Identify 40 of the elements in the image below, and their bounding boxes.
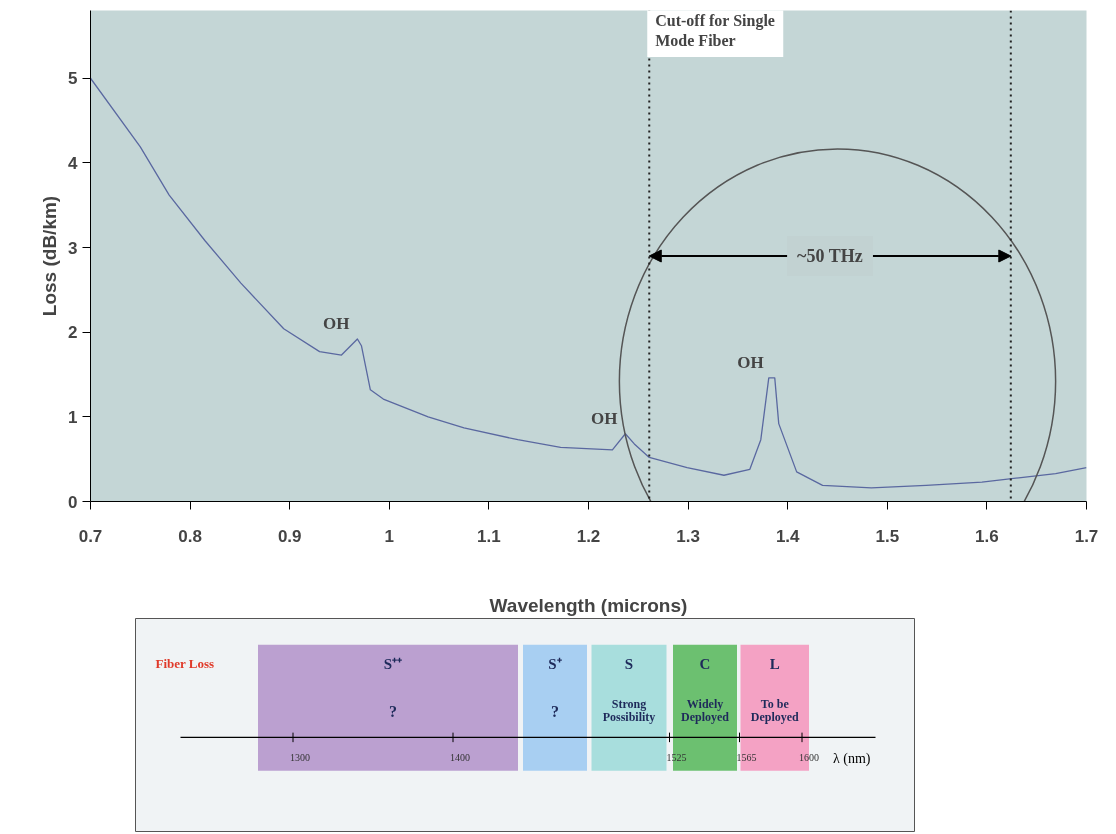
text: ? (389, 702, 397, 720)
x-tick-label: 1.5 (875, 526, 900, 546)
x-tick-label: 1.7 (1074, 526, 1099, 546)
category-label: C (699, 655, 711, 672)
text: 1400 (450, 751, 470, 763)
category-label: S (624, 655, 634, 672)
y-tick-label: 4 (68, 153, 79, 173)
text: Fiber Loss (155, 656, 215, 672)
text: ? (551, 702, 559, 720)
x-tick-label: 1.1 (477, 526, 501, 546)
text: 1600 (799, 751, 819, 763)
text: 1565 (736, 751, 757, 763)
x-tick-label: 1.2 (576, 526, 601, 546)
x-tick-label: 0.9 (277, 526, 302, 546)
y-tick-label: 5 (68, 69, 78, 89)
x-tick-label: 1.6 (975, 526, 999, 546)
y-tick-label: 2 (68, 323, 78, 343)
text: To be Deployed (750, 697, 799, 725)
y-tick-label: 3 (68, 238, 78, 258)
annotation: ~50 THz (797, 246, 863, 266)
annotation: OH (590, 408, 618, 428)
x-tick-label: 1 (384, 526, 395, 546)
annotation: OH (322, 313, 350, 333)
category-label: S⁺ (548, 655, 562, 672)
x-tick-label: 0.8 (178, 526, 202, 546)
y-tick-label: 0 (68, 492, 78, 512)
text: 1300 (290, 751, 310, 763)
y-axis-title: Loss (dB/km) (39, 195, 61, 317)
text: Widely Deployed (681, 697, 729, 725)
text: λ (nm) (833, 751, 871, 768)
y-tick-label: 1 (68, 407, 78, 427)
text: Strong Possibility (602, 697, 656, 725)
x-tick-label: 1.3 (676, 526, 700, 546)
x-tick-label: 1.4 (775, 526, 801, 546)
ref-line-label: Cut-off for Single Mode Fiber (655, 11, 775, 50)
category-label: S⁺⁺ (383, 655, 403, 672)
x-tick-label: 0.7 (78, 526, 103, 546)
x-axis-title: Wavelength (microns) (489, 594, 688, 616)
category-label: L (769, 655, 780, 672)
annotation: OH (737, 352, 764, 372)
